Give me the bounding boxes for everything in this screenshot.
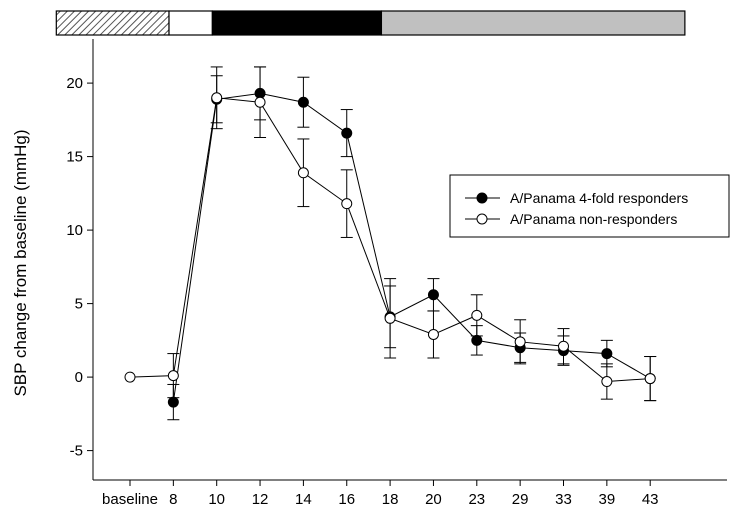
data-point (211, 92, 223, 104)
data-point (471, 334, 483, 346)
x-tick-label: 43 (642, 491, 659, 508)
x-tick-label: 14 (295, 491, 312, 508)
x-tick-label: 39 (599, 491, 616, 508)
phase-segment-0 (55, 10, 170, 36)
x-tick-label: 12 (252, 491, 269, 508)
x-tick-label: baseline (102, 491, 158, 508)
y-tick-label: 15 (66, 149, 83, 166)
y-tick-label: 20 (66, 75, 83, 92)
data-point (471, 309, 483, 321)
phase-bar (55, 10, 686, 36)
legend-marker-responders (476, 192, 488, 204)
data-point (427, 328, 439, 340)
legend: A/Panama 4-fold responders A/Panama non-… (449, 174, 730, 238)
data-point (558, 340, 569, 352)
legend-label-non-responders: A/Panama non-responders (510, 211, 677, 227)
series-1 (124, 66, 657, 402)
y-tick-label: -5 (70, 443, 83, 460)
series-0 (167, 66, 657, 421)
x-tick-label: 29 (512, 491, 529, 508)
x-tick-label: 23 (468, 491, 485, 508)
data-point (124, 371, 136, 383)
legend-marker-non-responders (476, 213, 488, 225)
series-line (172, 92, 651, 403)
phase-segment-1 (168, 10, 213, 36)
y-tick-label: 0 (75, 369, 83, 386)
data-point (427, 289, 439, 301)
x-tick-label: 8 (169, 491, 177, 508)
y-tick-label: 10 (66, 222, 83, 239)
phase-segment-3 (380, 10, 686, 36)
axes: -5 0 5 10 15 20 baseline 8 10 12 14 16 18 20 23 29 33 39 4… (66, 39, 727, 508)
data-point (254, 96, 266, 108)
x-tick-label: 16 (338, 491, 355, 508)
data-point (514, 336, 526, 348)
data-point (644, 373, 656, 385)
plot-area (124, 66, 657, 421)
data-point (601, 348, 613, 360)
x-tick-label: 10 (208, 491, 225, 508)
data-point (167, 396, 179, 408)
data-point (601, 376, 613, 388)
y-axis-label: SBP change from baseline (mmHg) (11, 129, 30, 396)
data-point (297, 96, 309, 108)
legend-box (449, 174, 730, 238)
x-tick-label: 18 (382, 491, 399, 508)
phase-segment-2 (211, 10, 383, 36)
data-point (297, 167, 309, 179)
data-point (341, 127, 353, 139)
legend-label-responders: A/Panama 4-fold responders (510, 190, 688, 206)
data-point (167, 370, 179, 382)
data-point (384, 312, 396, 324)
data-point (341, 198, 353, 210)
x-tick-label: 20 (425, 491, 442, 508)
y-tick-label: 5 (75, 296, 83, 313)
x-tick-label: 33 (555, 491, 572, 508)
